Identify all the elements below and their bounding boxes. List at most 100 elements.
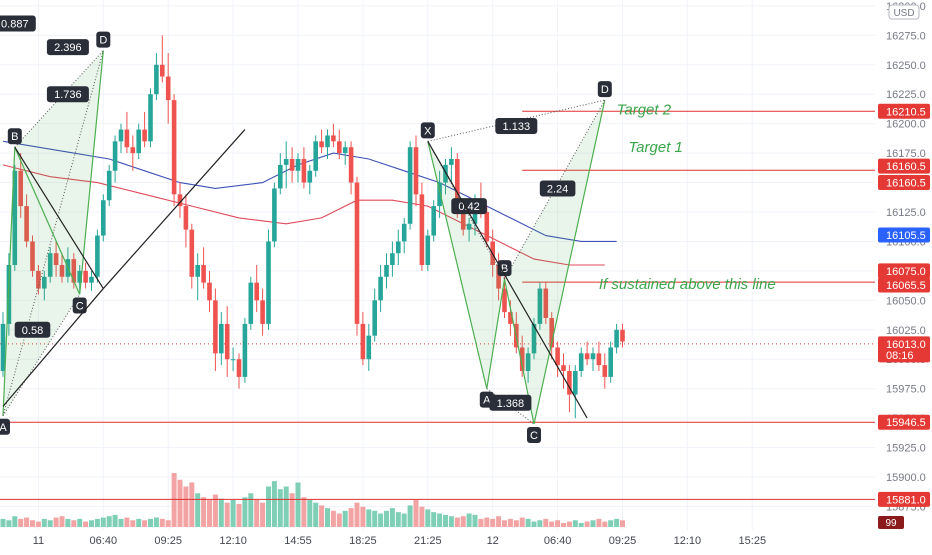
candle-body bbox=[449, 159, 454, 165]
volume-bar bbox=[572, 520, 578, 527]
volume-bar bbox=[307, 500, 313, 527]
volume-bar bbox=[319, 505, 325, 527]
pattern-point-label: D bbox=[601, 84, 609, 96]
candle-body bbox=[201, 265, 206, 283]
candle-body bbox=[419, 194, 425, 265]
volume-bar bbox=[342, 510, 348, 527]
pattern-point-label: B bbox=[11, 131, 18, 143]
candle-body bbox=[396, 241, 401, 254]
volume-bar bbox=[195, 493, 201, 527]
candle-body bbox=[484, 212, 490, 242]
candle-body bbox=[413, 147, 419, 195]
pattern-fill-bcd bbox=[504, 100, 605, 424]
candle-body bbox=[407, 147, 413, 224]
candle-body bbox=[378, 276, 383, 301]
candle-body bbox=[112, 141, 118, 171]
volume-bar bbox=[531, 521, 537, 527]
candle-body bbox=[325, 135, 330, 148]
volume-bar bbox=[566, 521, 572, 527]
volume-bar bbox=[549, 521, 555, 527]
candle-body bbox=[425, 235, 431, 265]
pattern-point-label: A bbox=[0, 422, 7, 434]
candle-body bbox=[307, 170, 313, 183]
candle-body bbox=[118, 129, 124, 142]
trend-lines-layer bbox=[2, 129, 588, 419]
candle-body bbox=[602, 365, 608, 377]
volume-bar bbox=[330, 510, 336, 527]
volume-bar bbox=[525, 518, 531, 527]
volume-bar bbox=[360, 506, 366, 527]
candle-body bbox=[437, 182, 442, 207]
price-tick-label: 16200.0 bbox=[886, 119, 926, 131]
pattern-fill-abc bbox=[3, 147, 80, 416]
volume-bar bbox=[289, 493, 295, 527]
candle-body bbox=[272, 188, 277, 242]
pattern-leg bbox=[14, 146, 81, 295]
volume-bar bbox=[366, 509, 372, 527]
price-tick-label: 15975.0 bbox=[886, 384, 926, 396]
candle-body bbox=[567, 371, 572, 395]
price-axis-tag-text: 16105.5 bbox=[886, 230, 926, 242]
pattern-ratio-label: 0.887 bbox=[1, 19, 29, 31]
candle-body bbox=[555, 347, 560, 366]
annotation-layer: Target 2 Target 1 If sustained above this … bbox=[599, 102, 776, 293]
volume-bar bbox=[266, 486, 271, 527]
volume-bar bbox=[490, 518, 496, 527]
time-tick-label: 09:25 bbox=[609, 535, 637, 547]
pattern-fill-bcd bbox=[14, 50, 104, 295]
volume-bar bbox=[201, 497, 207, 527]
volume-bar bbox=[584, 521, 590, 527]
volume-bar bbox=[602, 521, 608, 527]
volume-bar bbox=[118, 518, 124, 527]
volume-bar bbox=[112, 514, 118, 527]
candle-body bbox=[460, 212, 466, 230]
volume-bar bbox=[496, 516, 502, 527]
volume-bar bbox=[443, 514, 448, 527]
candle-body bbox=[12, 170, 18, 265]
candle-body bbox=[301, 159, 307, 183]
candle-body bbox=[584, 353, 590, 360]
volume-bar bbox=[189, 482, 195, 527]
trend-line bbox=[427, 141, 588, 419]
time-tick-label: 18:25 bbox=[349, 535, 377, 547]
pattern-ratio-badge bbox=[495, 118, 538, 135]
candle-body bbox=[95, 235, 100, 277]
pattern-point-badge bbox=[0, 418, 10, 435]
volume-bar bbox=[77, 518, 83, 527]
price-axis-tag-text: 16160.5 bbox=[886, 161, 926, 173]
pattern-point-badge bbox=[420, 122, 435, 139]
price-axis-tag bbox=[878, 277, 930, 293]
volume-bar bbox=[578, 522, 584, 527]
volume-bar bbox=[325, 508, 330, 527]
candle-body bbox=[106, 170, 112, 201]
volume-bar bbox=[301, 497, 307, 527]
price-axis-tag-text: 16013.0 bbox=[886, 339, 926, 351]
pattern-point-label: A bbox=[483, 395, 491, 407]
volume-bar bbox=[437, 513, 443, 527]
time-axis[interactable]: 11 06:40 09:25 12:10 14:55 18:25 21:25 12 06:40 0… bbox=[0, 530, 932, 550]
trend-line bbox=[14, 146, 104, 289]
volume-bar bbox=[454, 517, 460, 527]
pattern-ratio-badge bbox=[0, 15, 36, 32]
chart-annotation: If sustained above this line bbox=[599, 276, 776, 293]
volume-bar bbox=[354, 502, 360, 527]
pattern-point-label: X bbox=[424, 125, 432, 137]
time-tick-label: 11 bbox=[33, 535, 44, 547]
volume-bar bbox=[313, 502, 319, 527]
volume-bar bbox=[212, 494, 218, 527]
volume-bar bbox=[236, 504, 242, 527]
volume-bar bbox=[372, 510, 378, 527]
candle-body bbox=[342, 147, 348, 154]
candle-body bbox=[254, 282, 259, 301]
volume-layer bbox=[0, 473, 625, 527]
volume-bar bbox=[242, 497, 248, 527]
pattern-ratio-label: 1.133 bbox=[503, 121, 531, 133]
volume-bar bbox=[413, 500, 419, 527]
volume-bar bbox=[431, 512, 437, 527]
pattern-leg bbox=[2, 147, 16, 416]
time-tick-label: 12 bbox=[487, 535, 499, 547]
volume-bar bbox=[608, 520, 614, 527]
volume-bar bbox=[502, 520, 507, 527]
